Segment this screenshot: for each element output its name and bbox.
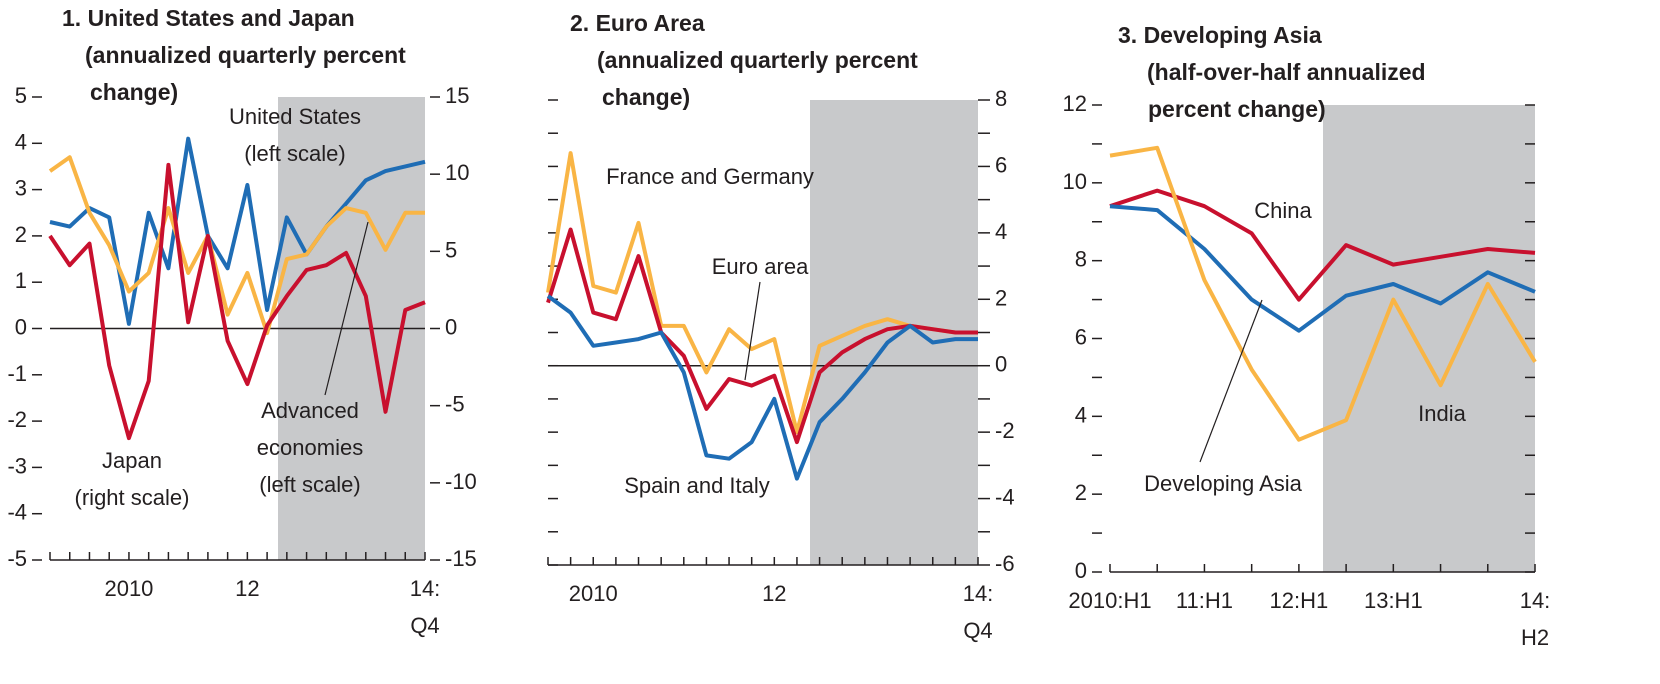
y-tick-label: -2	[995, 418, 1015, 443]
y-tick-label: -4	[995, 484, 1015, 509]
series-label: Advanced economies (left scale)	[257, 398, 363, 497]
series-label: China	[1254, 198, 1312, 223]
y-tick-label: 4	[1075, 402, 1087, 427]
y-tick-label: -5	[7, 546, 27, 571]
y-tick-label: 0	[995, 352, 1007, 377]
leader-line	[744, 281, 761, 381]
y2-tick-label: 10	[445, 160, 469, 185]
panel: 1. United States and Japan (annualized qu…	[7, 5, 476, 638]
series-label: Euro area	[712, 254, 809, 279]
y-tick-label: 4	[15, 129, 27, 154]
chart-title: 1. United States and Japan (annualized qu…	[62, 5, 406, 105]
x-tick-label: 12:H1	[1270, 588, 1329, 613]
projection-shade	[1323, 105, 1535, 572]
series-label: United States (left scale)	[229, 104, 361, 166]
series-line	[48, 155, 425, 336]
series-line	[1109, 188, 1536, 302]
y-tick-label: 1	[15, 268, 27, 293]
y-tick-label: 0	[15, 314, 27, 339]
y-tick-label: 2	[15, 222, 27, 247]
series-label: India	[1418, 401, 1466, 426]
y-tick-label: 0	[1075, 558, 1087, 583]
x-tick-label: 12	[762, 581, 786, 606]
y-tick-label: 8	[995, 86, 1007, 111]
y-tick-label: 12	[1063, 91, 1087, 116]
y2-tick-label: 15	[445, 83, 469, 108]
chart-title: 3. Developing Asia (half-over-half annual…	[1118, 22, 1426, 122]
y2-tick-label: -5	[445, 391, 465, 416]
y2-tick-label: 5	[445, 237, 457, 262]
leader-line	[324, 221, 369, 396]
x-tick-label: 12	[235, 576, 259, 601]
y2-tick-label: -10	[445, 469, 477, 494]
x-tick-label: 14: Q4	[410, 576, 441, 638]
leader-line	[1199, 299, 1263, 463]
series-label: Japan (right scale)	[75, 448, 190, 510]
series-line	[48, 162, 426, 441]
y-tick-label: -1	[7, 361, 27, 386]
y-tick-label: 5	[15, 83, 27, 108]
y-tick-label: 10	[1063, 169, 1087, 194]
x-tick-label: 11:H1	[1176, 588, 1233, 613]
series-line	[1109, 145, 1537, 442]
y2-tick-label: 0	[445, 314, 457, 339]
y-tick-label: -6	[995, 551, 1015, 576]
y-tick-label: 3	[15, 175, 27, 200]
x-tick-label: 13:H1	[1364, 588, 1423, 613]
y-tick-label: -2	[7, 407, 27, 432]
y-tick-label: -4	[7, 500, 27, 525]
y-tick-label: 6	[995, 152, 1007, 177]
series-line	[1109, 204, 1536, 333]
y-tick-label: 8	[1075, 246, 1087, 271]
x-tick-label: 14: Q4	[963, 581, 994, 643]
x-tick-label: 14: H2	[1520, 588, 1551, 650]
panel: 3. Developing Asia (half-over-half annual…	[1063, 22, 1551, 650]
x-tick-label: 2010	[104, 576, 153, 601]
y-tick-label: 6	[1075, 324, 1087, 349]
y-tick-label: 2	[995, 285, 1007, 310]
chart-title: 2. Euro Area (annualized quarterly percen…	[570, 10, 918, 110]
series-line	[546, 294, 978, 481]
series-label: Spain and Italy	[624, 473, 770, 498]
x-tick-label: 2010	[569, 581, 618, 606]
y2-tick-label: -15	[445, 546, 477, 571]
y-tick-label: 2	[1075, 480, 1087, 505]
x-tick-label: 2010:H1	[1068, 588, 1151, 613]
series-label: Developing Asia	[1144, 471, 1303, 496]
y-tick-label: 4	[995, 219, 1007, 244]
panel: 2. Euro Area (annualized quarterly percen…	[546, 10, 1015, 643]
y-tick-label: -3	[7, 453, 27, 478]
series-line	[49, 136, 426, 326]
series-label: France and Germany	[606, 164, 814, 189]
